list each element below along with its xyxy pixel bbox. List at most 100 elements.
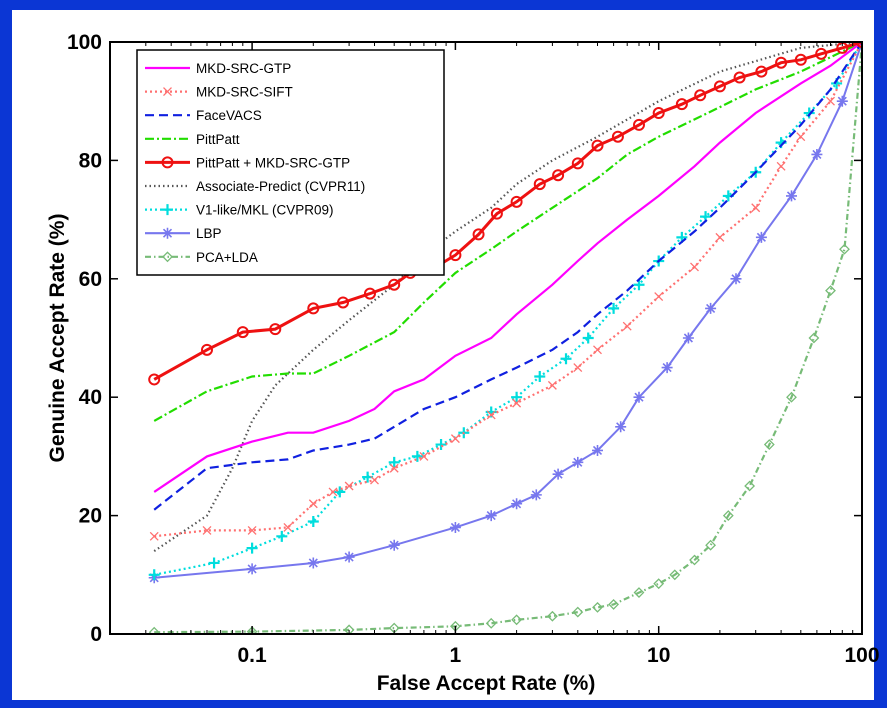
data-point	[161, 156, 174, 169]
legend-entry: FaceVACS	[145, 108, 262, 123]
data-point	[552, 468, 564, 480]
data-point	[530, 489, 542, 501]
data-point	[247, 525, 257, 535]
data-point	[449, 521, 461, 533]
data-point	[419, 451, 429, 461]
series-line	[153, 42, 862, 381]
data-point	[276, 530, 288, 542]
x-tick-label: 10	[647, 644, 670, 667]
data-point	[608, 598, 620, 610]
data-point	[815, 47, 828, 60]
data-point	[552, 169, 565, 182]
series-0	[153, 42, 862, 493]
data-point	[661, 362, 673, 374]
data-point	[808, 332, 820, 344]
data-point	[633, 391, 645, 403]
data-point	[449, 249, 462, 262]
legend-entry: MKD-SRC-GTP	[145, 61, 291, 76]
data-point	[775, 56, 788, 69]
legend-label: LBP	[196, 226, 222, 241]
data-point	[283, 522, 293, 532]
y-tick-label: 60	[79, 268, 102, 291]
data-point	[162, 251, 173, 263]
data-point	[389, 463, 399, 473]
data-point	[546, 610, 558, 622]
data-point	[246, 626, 258, 634]
data-point	[236, 326, 249, 339]
data-point	[785, 190, 797, 202]
data-point	[511, 391, 523, 403]
data-point	[694, 89, 707, 102]
data-point	[308, 499, 318, 509]
data-point	[486, 410, 496, 420]
data-point	[269, 323, 282, 336]
data-point	[388, 456, 400, 468]
y-tick-label: 40	[79, 386, 102, 409]
series-line	[154, 42, 862, 634]
data-point	[148, 373, 161, 386]
data-point	[560, 353, 572, 365]
data-point	[669, 569, 681, 581]
y-tick-label: 80	[79, 149, 102, 172]
data-point	[839, 243, 850, 255]
data-point	[307, 516, 319, 528]
data-point	[751, 203, 761, 213]
legend-entry: V1-like/MKL (CVPR09)	[145, 203, 334, 218]
plot-frame	[109, 41, 863, 635]
data-point	[162, 227, 173, 239]
data-point	[246, 542, 258, 554]
data-point	[682, 332, 694, 344]
data-point	[593, 345, 602, 355]
data-point	[776, 161, 786, 171]
data-point	[622, 321, 632, 331]
series-2	[153, 42, 862, 511]
data-point	[485, 617, 497, 629]
data-point	[572, 456, 584, 468]
y-tick-label: 100	[67, 31, 102, 54]
data-point	[733, 71, 746, 84]
legend-label: MKD-SRC-GTP	[196, 61, 291, 76]
data-point	[328, 487, 338, 497]
series-line	[153, 42, 862, 493]
legend-label: MKD-SRC-SIFT	[196, 85, 293, 100]
legend-label: Associate-Predict (CVPR11)	[196, 179, 365, 194]
data-point	[633, 279, 645, 291]
y-axis-label: Genuine Accept Rate (%)	[46, 214, 69, 463]
data-point	[534, 370, 546, 382]
data-point	[343, 551, 355, 563]
series-7	[148, 42, 862, 584]
legend-entry: PittPatt + MKD-SRC-GTP	[145, 155, 350, 170]
data-point	[450, 434, 460, 444]
data-point	[337, 296, 350, 309]
legend-label: PittPatt + MKD-SRC-GTP	[196, 155, 350, 170]
legend-entry: MKD-SRC-SIFT	[145, 85, 293, 100]
x-tick-label: 0.1	[237, 644, 267, 667]
data-point	[582, 332, 594, 344]
data-point	[654, 292, 664, 302]
data-point	[755, 65, 768, 78]
data-point	[611, 130, 624, 143]
series-3	[153, 42, 862, 422]
data-point	[690, 262, 699, 272]
data-point	[689, 554, 700, 566]
data-point	[591, 139, 604, 152]
data-point	[163, 87, 172, 97]
data-point	[388, 539, 400, 551]
series-line	[153, 42, 862, 422]
data-point	[344, 481, 354, 491]
data-point	[705, 302, 717, 314]
y-tick-label: 20	[79, 505, 102, 528]
data-point	[547, 380, 557, 390]
legend-label: V1-like/MKL (CVPR09)	[196, 203, 334, 218]
legend-entry: LBP	[145, 226, 222, 241]
data-point	[652, 107, 665, 120]
series-line	[153, 42, 862, 511]
data-point	[825, 285, 836, 297]
data-point	[786, 391, 797, 403]
data-point	[713, 80, 726, 93]
data-point	[615, 421, 627, 433]
data-point	[730, 273, 742, 285]
data-point	[803, 107, 815, 119]
data-point	[722, 510, 734, 522]
data-point	[512, 398, 522, 408]
